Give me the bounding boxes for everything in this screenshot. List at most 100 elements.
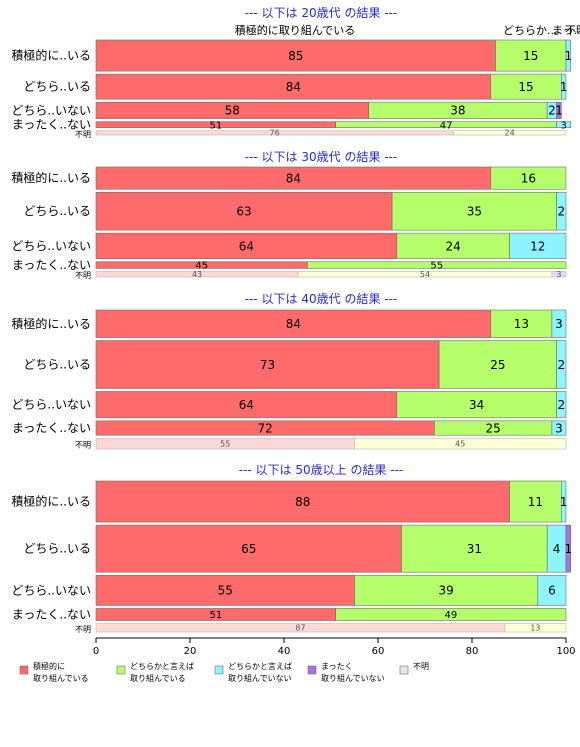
data-label: 1 [555,104,563,118]
bar-segment [396,391,557,419]
row-label: 積極的に..いる [11,316,91,331]
row-label: 不明 [75,441,91,450]
data-label: 2 [557,205,565,219]
legend-label: 取り組んでいない [228,673,292,683]
legend-label: どちらかと言えば [228,661,292,671]
bar-segment [95,232,398,260]
row-label: どちら..いる [23,542,91,556]
row-label: どちら..いない [11,583,91,597]
row-label: 不明 [75,130,91,139]
bar-segment [401,524,548,573]
bar-segment [335,608,567,621]
data-label: 11 [528,495,543,509]
data-label: 55 [218,584,233,598]
x-tick-label: 80 [466,646,479,657]
top-label: まっ... [552,24,580,37]
data-label: 38 [450,104,465,118]
data-label: 16 [521,171,536,185]
data-label: 24 [505,129,515,138]
data-label: 43 [192,270,202,279]
data-label: 51 [209,610,222,621]
data-label: 45 [455,439,465,448]
legend-swatch [19,665,29,675]
bar-segment [509,232,567,260]
data-label: 15 [518,80,533,94]
data-label: 45 [195,261,208,272]
data-label: 25 [486,421,501,435]
data-label: 63 [236,205,251,219]
data-label: 15 [523,49,538,63]
row-label: まったく..ない [12,607,91,621]
bar-segment [556,191,567,231]
data-label: 84 [286,317,301,331]
data-label: 55 [220,439,230,448]
data-label: 3 [555,317,563,331]
data-label: 4 [553,542,561,556]
data-label: 12 [530,239,545,253]
data-label: 1 [565,542,573,556]
row-label: まったく..ない [12,421,91,435]
row-label: 不明 [75,625,91,634]
data-label: 72 [258,421,273,435]
row-label: どちら..いる [23,80,91,94]
data-label: 39 [439,584,454,598]
bar-segment [556,340,567,389]
row-label: まったく..ない [12,258,91,272]
bar-segment [95,480,510,523]
data-label: 2 [557,358,565,372]
data-label: 64 [239,398,254,412]
data-label: 1 [565,49,573,63]
data-label: 54 [420,270,430,279]
bar-segment [565,39,571,72]
row-label: 積極的に..いる [11,170,91,185]
bar-segment [95,391,398,419]
top-label: 不明 [565,24,580,37]
x-tick-label: 100 [556,646,575,657]
panel-title: --- 以下は 20歳代 の結果 --- [245,6,398,20]
data-label: 3 [555,421,563,435]
data-label: 88 [295,495,310,509]
legend-label: 積極的に [33,661,65,671]
data-label: 65 [241,542,256,556]
bar-segment [490,166,567,190]
data-label: 1 [560,495,568,509]
legend-label: どちらかと言えば [130,661,194,671]
row-label: 積極的に..いる [11,48,91,63]
row-label: どちら..いない [11,398,91,412]
legend-swatch [307,665,317,675]
data-label: 1 [560,80,568,94]
legend-swatch [214,665,224,675]
row-label: どちら..いない [11,103,91,117]
data-label: 73 [260,358,275,372]
row-label: まったく..ない [12,118,91,132]
data-label: 85 [288,49,303,63]
data-label: 64 [239,239,254,253]
data-label: 55 [430,261,443,272]
data-label: 25 [490,358,505,372]
data-label: 31 [467,542,482,556]
data-label: 84 [286,80,301,94]
bar-segment [490,309,553,338]
data-label: 24 [446,239,461,253]
row-label: どちら..いる [23,204,91,218]
bar-segment [504,623,567,633]
bar-segment [354,437,567,450]
data-label: 51 [209,120,222,131]
top-label: どちらか... [503,24,558,37]
x-tick-label: 60 [372,646,385,657]
data-label: 34 [469,398,484,412]
panel-title: --- 以下は 30歳代 の結果 --- [245,150,398,164]
bar-segment [556,121,571,128]
x-tick-label: 40 [278,646,291,657]
bar-segment [95,340,440,389]
data-label: 13 [530,624,540,633]
bar-segment [490,73,562,100]
bar-segment [438,340,557,389]
row-label: どちら..いない [11,239,91,253]
legend-swatch [399,665,409,675]
legend-label: 不明 [413,662,429,671]
row-label: 積極的に..いる [11,494,91,509]
bar-segment [560,73,567,100]
row-label: 不明 [75,271,91,280]
